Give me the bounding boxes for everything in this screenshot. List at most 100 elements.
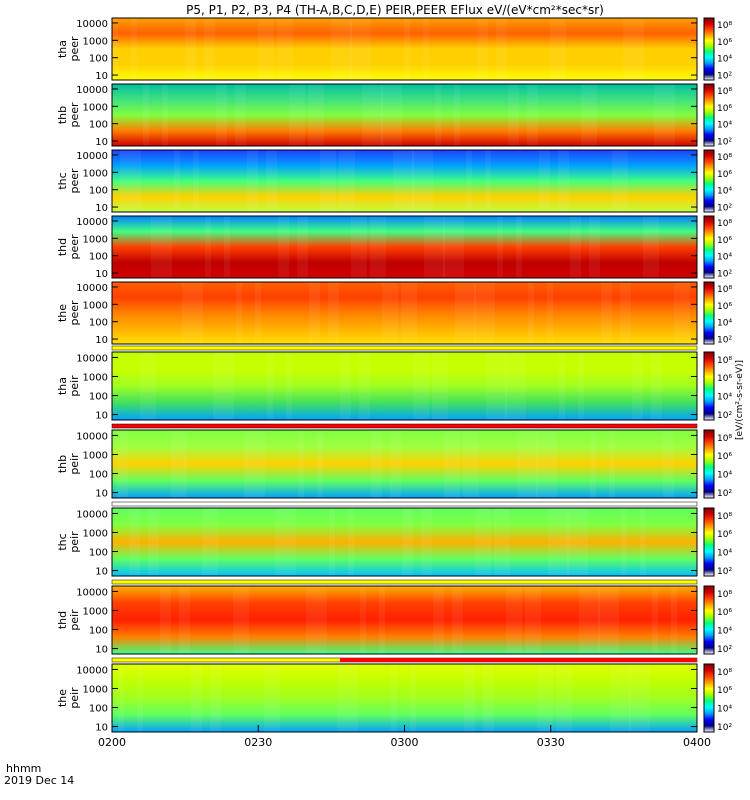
spectrogram-texture [466, 150, 472, 212]
spectrogram-texture [309, 282, 320, 344]
colorbar-tick-label: 10⁶ [717, 38, 732, 48]
spectrogram-texture [536, 430, 557, 498]
colorbar [703, 17, 715, 81]
y-tick-label: 10 [95, 203, 108, 214]
spectrogram-texture [213, 352, 234, 420]
spectrogram-texture [435, 84, 441, 146]
panel-thd-peer: 10000 1000 100 10 thd peer 10⁸ 10⁶ 10⁴ 10² [56, 215, 732, 280]
spectrogram-texture [277, 18, 293, 80]
spectrogram-image [112, 282, 697, 344]
panel-label-line2: peer [68, 234, 81, 260]
colorbar [703, 585, 715, 655]
y-tick-label: 10000 [76, 353, 108, 364]
spectrogram-texture [350, 18, 371, 80]
panel-label-line1: thc [56, 172, 69, 189]
colorbar-tick-label: 10⁸ [717, 87, 732, 97]
spectrogram-texture [424, 216, 445, 278]
colorbar-tick-label: 10⁴ [717, 319, 732, 329]
y-tick-label: 100 [89, 186, 108, 197]
spectrogram-texture [337, 664, 358, 732]
spectrogram-texture [486, 352, 507, 420]
spectrogram-texture [182, 282, 203, 344]
panel-label-line2: peir [68, 375, 81, 397]
panel-label-line2: peir [68, 687, 81, 709]
spectrogram-texture [362, 84, 383, 146]
colorbar [703, 663, 715, 733]
spectrogram-texture [320, 150, 336, 212]
spectrogram-texture [360, 586, 366, 654]
colorbar [703, 429, 715, 499]
y-tick-label: 1000 [83, 606, 108, 617]
spectrogram-texture [267, 352, 273, 420]
spectrogram-texture [391, 664, 397, 732]
spectrogram-texture [652, 586, 658, 654]
spectrogram-texture [581, 84, 597, 146]
colorbar-tick-label: 10⁸ [717, 512, 732, 522]
spectrogram-texture [432, 352, 448, 420]
spectrogram-texture [185, 18, 196, 80]
colorbar [703, 351, 715, 421]
y-tick-label: 100 [89, 704, 108, 715]
colorbar-tick-label: 10⁴ [717, 627, 732, 637]
spectrogram-texture [351, 216, 367, 278]
x-axis-label: hhmm [6, 762, 41, 775]
spectrogram-texture [578, 352, 584, 420]
y-tick-label: 1000 [83, 36, 108, 47]
y-tick-label: 10 [95, 489, 108, 500]
panel-label-line2: peir [68, 453, 81, 475]
spectrogram-texture [171, 430, 187, 498]
mode-strip [111, 579, 698, 585]
time-axis: 0200 0230 0300 0330 0400 [98, 725, 711, 749]
mode-strip [111, 345, 698, 351]
colorbar-tick-label: 10⁴ [717, 55, 732, 65]
colorbar-tick-label: 10² [717, 723, 732, 733]
panel-label-line1: the [56, 304, 69, 322]
spectrogram-texture [143, 84, 149, 146]
spectrogram-texture [216, 84, 227, 146]
colorbar-tick-label: 10⁸ [717, 285, 732, 295]
spectrogram-texture [508, 84, 519, 146]
y-tick-label: 10000 [76, 85, 108, 96]
y-tick-label: 10000 [76, 19, 108, 30]
colorbar [703, 149, 715, 213]
y-tick-label: 1000 [83, 684, 108, 695]
panel-label-line1: thc [56, 533, 69, 550]
colorbar-tick-label: 10⁶ [717, 104, 732, 114]
panel-label-line2: peer [68, 300, 81, 326]
x-tick-label: 0300 [391, 736, 419, 749]
colorbar-tick-label: 10⁴ [717, 549, 732, 559]
spectrogram-texture [233, 586, 249, 654]
spectrogram-texture [525, 586, 541, 654]
spectrogram-texture [308, 84, 324, 146]
spectrogram-texture [506, 586, 522, 654]
spectrogram-texture [205, 216, 211, 278]
spectrogram-image [112, 18, 697, 80]
spectrogram-texture [629, 664, 650, 732]
spectrogram-texture [421, 508, 432, 576]
spectrogram-texture [547, 282, 553, 344]
spectrogram-texture [570, 216, 581, 278]
spectrogram-texture [120, 150, 141, 212]
spectrogram-texture [464, 664, 475, 732]
spectrogram-texture [474, 282, 495, 344]
colorbar [703, 281, 715, 345]
spectrogram-image [112, 150, 697, 212]
colorbar-tick-label: 10⁸ [717, 219, 732, 229]
panel-thc-peer: 10000 1000 100 10 thc peer 10⁸ 10⁶ 10⁴ 10² [56, 149, 732, 214]
spectrogram-texture [289, 84, 305, 146]
spectrogram-image [112, 508, 697, 576]
spectrogram-texture [379, 586, 385, 654]
spectrogram-image [112, 586, 697, 654]
spectrogram-texture [621, 508, 627, 576]
spectrogram-texture [412, 150, 433, 212]
spectrogram-texture [340, 352, 351, 420]
colorbar-tick-label: 10⁶ [717, 608, 732, 618]
spectrogram-texture [371, 430, 382, 498]
spectrogram-texture [559, 352, 565, 420]
spectrogram-texture [151, 216, 172, 278]
spectrogram-texture [516, 216, 522, 278]
y-tick-label: 10 [95, 269, 108, 280]
spectrogram-texture [443, 216, 464, 278]
